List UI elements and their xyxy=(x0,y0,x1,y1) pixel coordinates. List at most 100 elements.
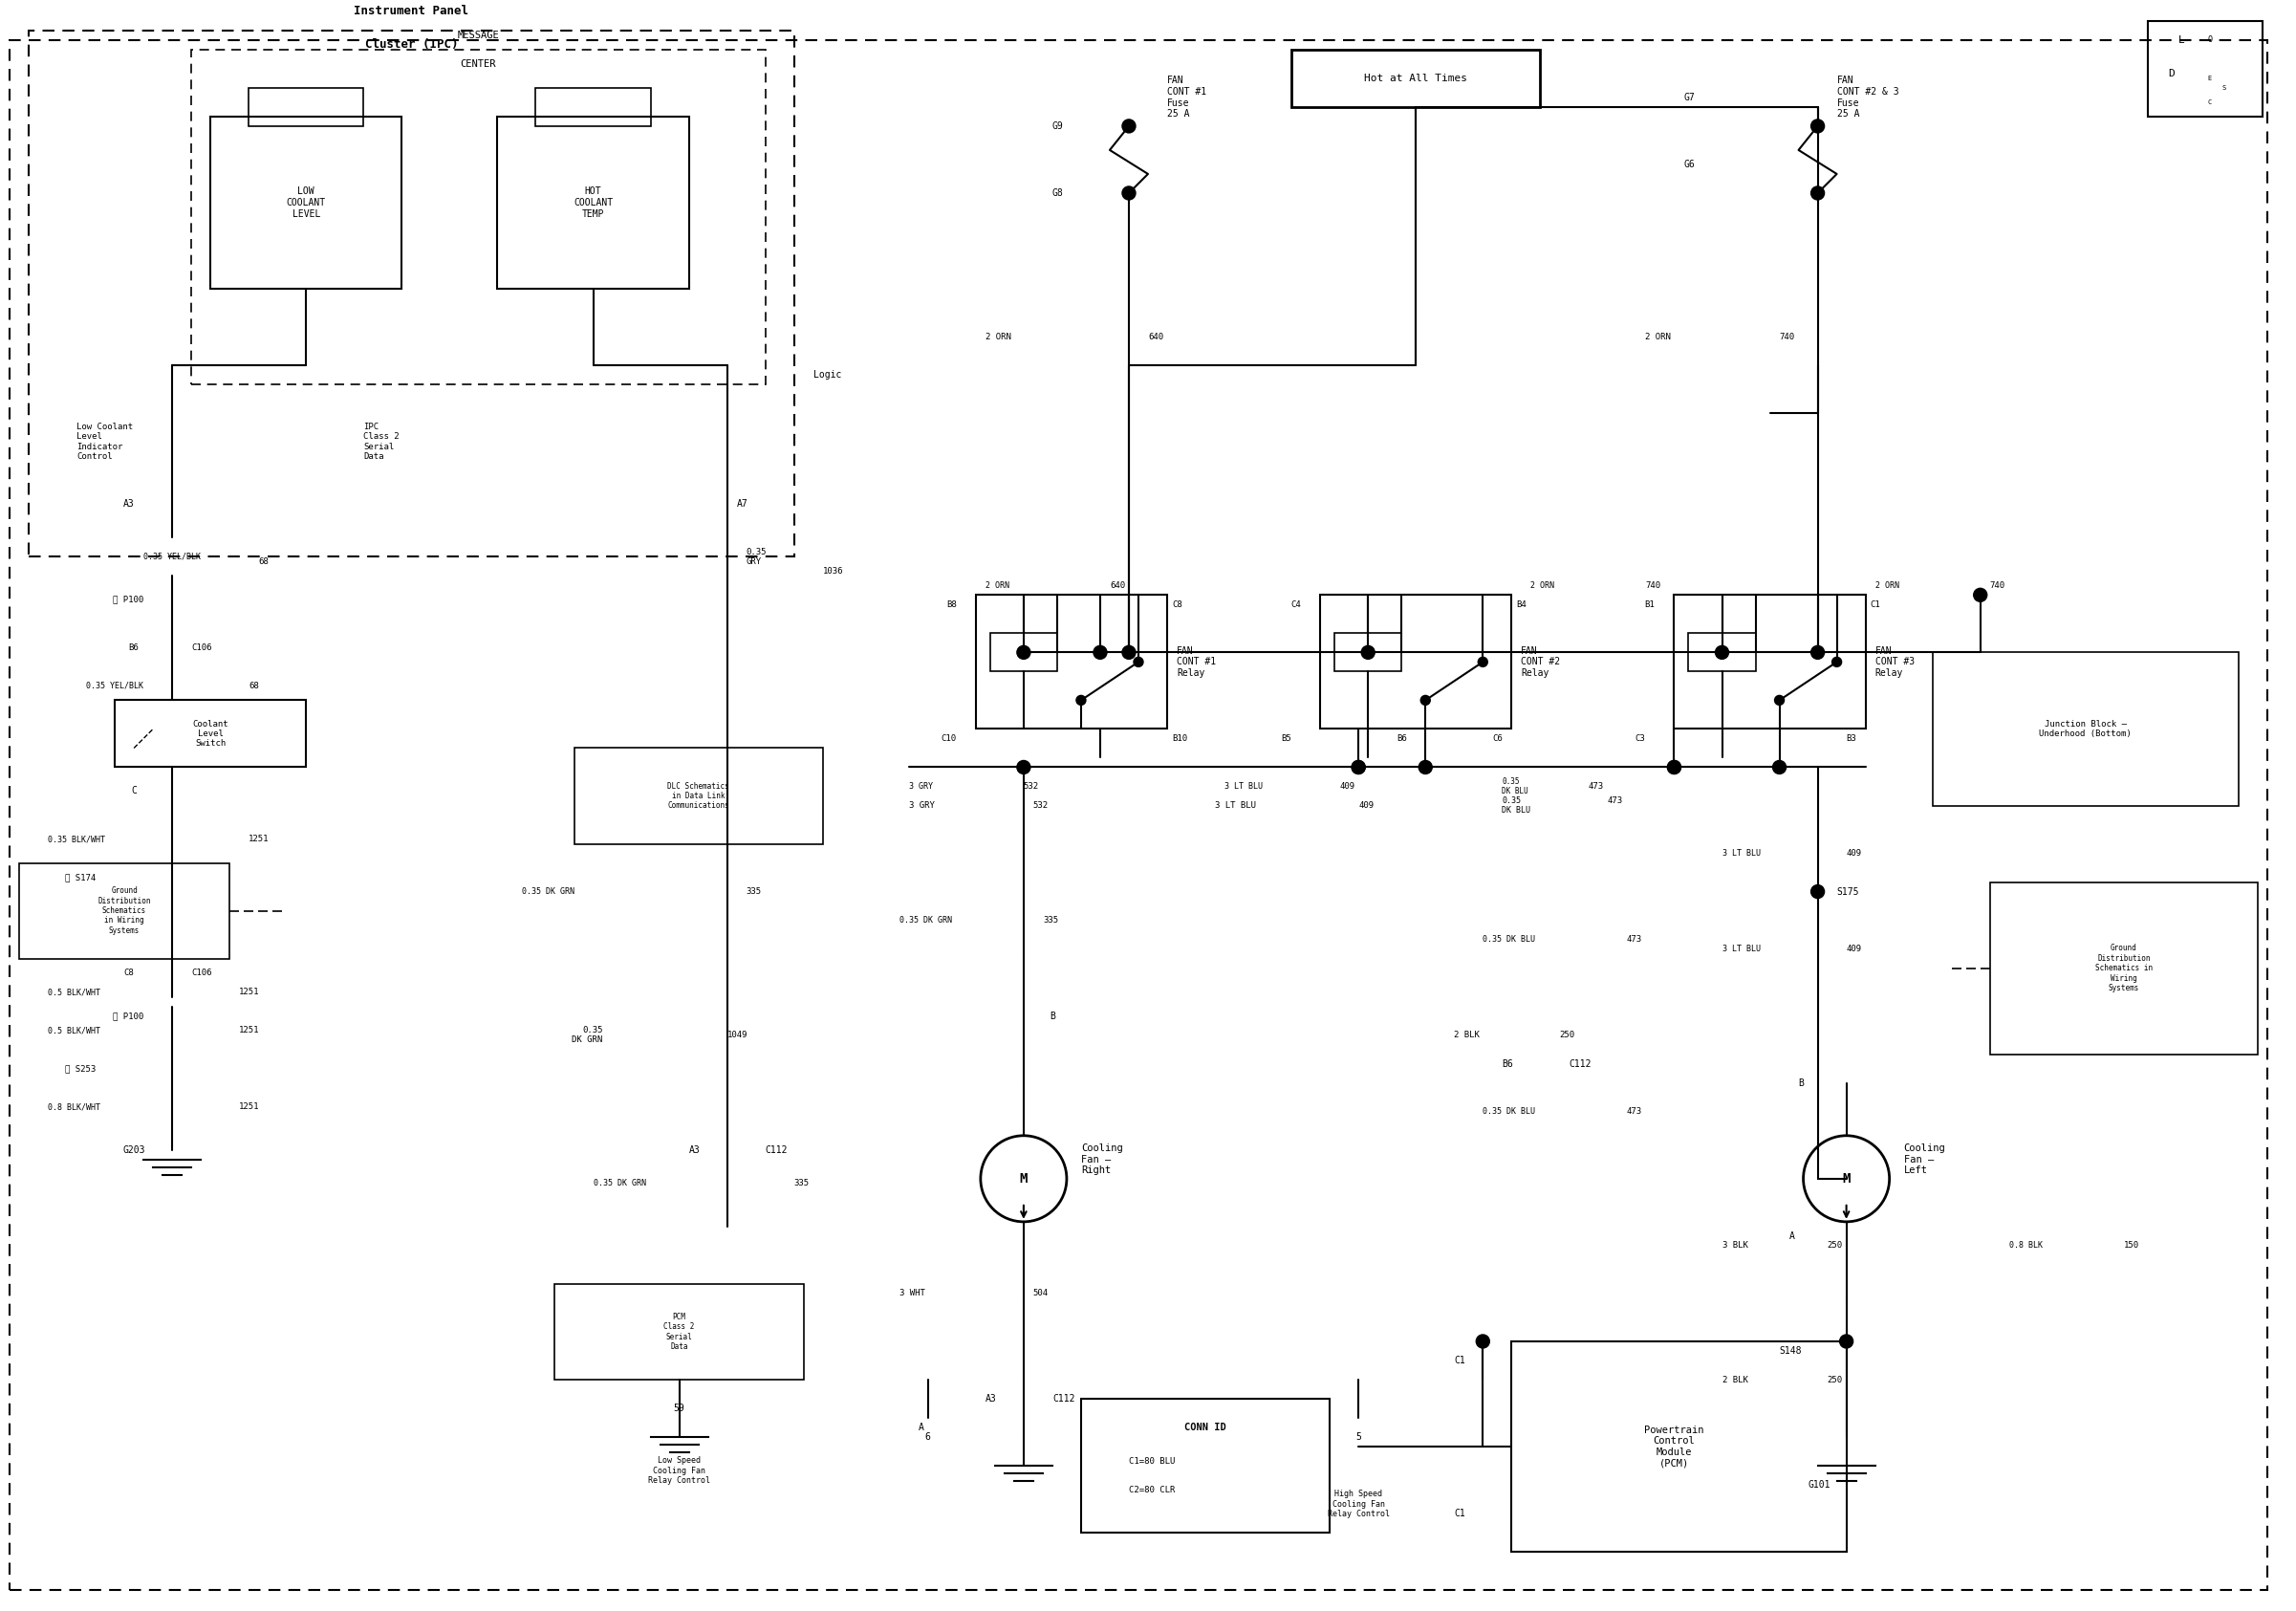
Text: 0.35 DK GRN: 0.35 DK GRN xyxy=(521,888,574,896)
Text: PCM
Class 2
Serial
Data: PCM Class 2 Serial Data xyxy=(664,1313,696,1352)
Text: Logic: Logic xyxy=(813,371,840,380)
Text: 2 ORN: 2 ORN xyxy=(985,582,1010,590)
Text: 335: 335 xyxy=(1042,917,1058,925)
Text: 740: 740 xyxy=(1646,582,1660,590)
Text: C3: C3 xyxy=(1635,735,1646,743)
Text: C2=80 CLR: C2=80 CLR xyxy=(1130,1485,1176,1493)
Text: 2 ORN: 2 ORN xyxy=(985,332,1010,342)
Text: 3 BLK: 3 BLK xyxy=(1722,1242,1747,1250)
Text: B3: B3 xyxy=(1846,735,1857,743)
Text: C8: C8 xyxy=(124,968,133,978)
Text: B8: B8 xyxy=(946,601,957,609)
Text: C1: C1 xyxy=(1453,1356,1465,1365)
Circle shape xyxy=(1123,187,1137,200)
Text: A3: A3 xyxy=(122,499,133,509)
Text: IPC
Class 2
Serial
Data: IPC Class 2 Serial Data xyxy=(363,422,400,461)
Text: 250: 250 xyxy=(1828,1242,1844,1250)
Text: B5: B5 xyxy=(1281,735,1290,743)
Circle shape xyxy=(1812,884,1825,899)
Text: ⬥ S253: ⬥ S253 xyxy=(64,1065,96,1073)
Text: G9: G9 xyxy=(1052,121,1063,130)
Text: E: E xyxy=(2209,76,2211,81)
Text: 3 WHT: 3 WHT xyxy=(900,1289,925,1298)
Text: C1: C1 xyxy=(1871,601,1880,609)
Text: 3 LT BLU: 3 LT BLU xyxy=(1215,801,1256,810)
Text: M: M xyxy=(1019,1171,1029,1186)
Text: 1049: 1049 xyxy=(728,1031,748,1039)
Text: C1: C1 xyxy=(1453,1510,1465,1519)
Text: 0.35
DK BLU: 0.35 DK BLU xyxy=(1502,777,1529,796)
Text: 740: 740 xyxy=(1991,582,2004,590)
Text: 473: 473 xyxy=(1607,796,1623,806)
Circle shape xyxy=(1812,119,1825,132)
Text: 68: 68 xyxy=(248,681,259,690)
Text: 3 LT BLU: 3 LT BLU xyxy=(1722,944,1761,954)
Text: 3 GRY: 3 GRY xyxy=(909,781,932,791)
Text: A: A xyxy=(918,1423,923,1432)
Text: 740: 740 xyxy=(1779,332,1795,342)
Text: LOW
COOLANT
LEVEL: LOW COOLANT LEVEL xyxy=(287,187,326,219)
Circle shape xyxy=(1093,646,1107,659)
Text: C8: C8 xyxy=(1171,601,1182,609)
Circle shape xyxy=(1775,696,1784,706)
Text: B: B xyxy=(1049,1012,1056,1021)
Text: 0.35 DK BLU: 0.35 DK BLU xyxy=(1483,1107,1536,1116)
Text: C: C xyxy=(131,786,138,796)
Text: 532: 532 xyxy=(1024,781,1040,791)
Text: CONN ID: CONN ID xyxy=(1185,1423,1226,1432)
Text: 2 ORN: 2 ORN xyxy=(1646,332,1671,342)
Text: Cooling
Fan –
Left: Cooling Fan – Left xyxy=(1903,1144,1945,1176)
Text: C6: C6 xyxy=(1492,735,1502,743)
Circle shape xyxy=(1839,1334,1853,1348)
Text: 1251: 1251 xyxy=(248,834,269,843)
Circle shape xyxy=(1975,588,1986,601)
Text: 0.35 DK GRN: 0.35 DK GRN xyxy=(592,1179,645,1187)
Text: 335: 335 xyxy=(746,888,762,896)
Text: A3: A3 xyxy=(689,1145,700,1155)
Text: Cluster (IPC): Cluster (IPC) xyxy=(365,39,457,52)
Text: Hot at All Times: Hot at All Times xyxy=(1364,74,1467,84)
Text: G7: G7 xyxy=(1683,92,1694,101)
Circle shape xyxy=(1419,760,1433,773)
Text: B6: B6 xyxy=(1502,1058,1513,1068)
Text: 3 GRY: 3 GRY xyxy=(909,801,934,810)
Circle shape xyxy=(1773,760,1786,773)
Circle shape xyxy=(1017,760,1031,773)
Text: 0.35
GRY: 0.35 GRY xyxy=(746,548,767,565)
Text: 2 ORN: 2 ORN xyxy=(1876,582,1899,590)
Text: 3 LT BLU: 3 LT BLU xyxy=(1722,849,1761,857)
Text: HOT
COOLANT
TEMP: HOT COOLANT TEMP xyxy=(574,187,613,219)
Circle shape xyxy=(1362,646,1375,659)
Text: 0.35 DK BLU: 0.35 DK BLU xyxy=(1483,934,1536,944)
Text: 0.35
DK BLU: 0.35 DK BLU xyxy=(1502,796,1531,815)
Text: L: L xyxy=(2179,35,2183,45)
Text: ⬥ S174: ⬥ S174 xyxy=(64,873,96,881)
Text: A7: A7 xyxy=(737,499,748,509)
Text: 250: 250 xyxy=(1559,1031,1575,1039)
Text: Coolant
Level
Switch: Coolant Level Switch xyxy=(193,720,227,748)
Circle shape xyxy=(1123,646,1137,659)
Text: CENTER: CENTER xyxy=(461,60,496,69)
Text: 2 BLK: 2 BLK xyxy=(1722,1376,1747,1384)
Text: C106: C106 xyxy=(191,968,211,978)
Text: 473: 473 xyxy=(1626,934,1642,944)
Text: 504: 504 xyxy=(1033,1289,1049,1298)
Text: 640: 640 xyxy=(1148,332,1164,342)
Text: 409: 409 xyxy=(1846,944,1862,954)
Text: 640: 640 xyxy=(1109,582,1125,590)
Text: 150: 150 xyxy=(2124,1242,2140,1250)
Text: 2 BLK: 2 BLK xyxy=(1453,1031,1481,1039)
Text: 409: 409 xyxy=(1846,849,1862,857)
Text: B1: B1 xyxy=(1644,601,1655,609)
Text: Powertrain
Control
Module
(PCM): Powertrain Control Module (PCM) xyxy=(1644,1426,1704,1468)
Text: 0.35 BLK/WHT: 0.35 BLK/WHT xyxy=(48,834,106,843)
Text: ⬥ P100: ⬥ P100 xyxy=(113,1012,142,1020)
Text: 68: 68 xyxy=(257,557,269,565)
Circle shape xyxy=(1017,646,1031,659)
Text: M: M xyxy=(1841,1171,1851,1186)
Circle shape xyxy=(1123,119,1137,132)
Text: 0.35 DK GRN: 0.35 DK GRN xyxy=(900,917,953,925)
Circle shape xyxy=(1077,696,1086,706)
Text: G6: G6 xyxy=(1683,159,1694,169)
Text: High Speed
Cooling Fan
Relay Control: High Speed Cooling Fan Relay Control xyxy=(1327,1490,1389,1518)
